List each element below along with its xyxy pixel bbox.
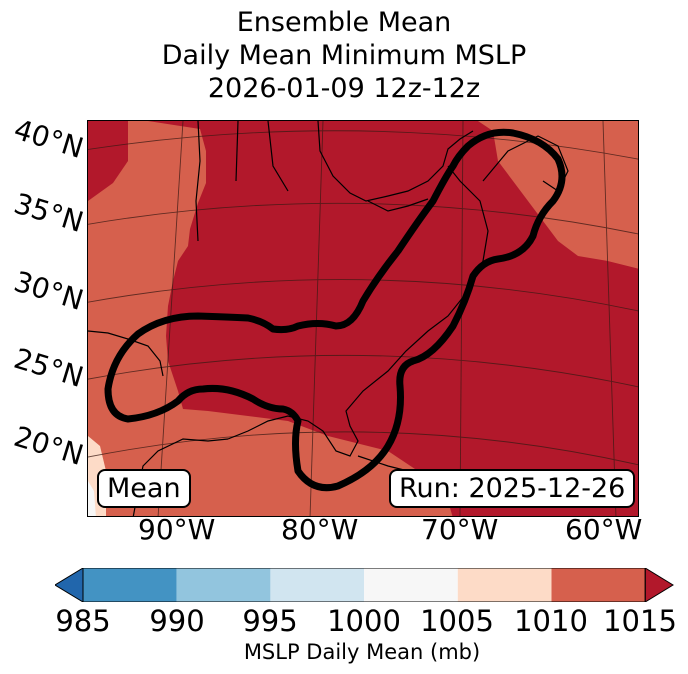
field-995-1000-southwest bbox=[88, 481, 96, 516]
field-1010-1015-northwest bbox=[88, 121, 128, 201]
colorbar-bin-1005-1010 bbox=[457, 568, 552, 602]
colorbar-bin-985-990 bbox=[83, 568, 177, 602]
lat-label-40n: 40°N bbox=[10, 112, 88, 165]
mean-label-box: Mean bbox=[97, 469, 191, 508]
field-1005-1010-northeast bbox=[508, 121, 638, 269]
colorbar bbox=[55, 568, 674, 602]
run-date-box: Run: 2025-12-26 bbox=[389, 469, 636, 508]
lon-label-80w: 80°W bbox=[281, 513, 359, 546]
contour-1010 bbox=[104, 128, 566, 492]
map-panel: Mean Run: 2025-12-26 bbox=[87, 120, 639, 517]
lat-label-20n: 20°N bbox=[10, 419, 88, 472]
colorbar-bin-990-995 bbox=[176, 568, 271, 602]
colorbar-tick-995: 995 bbox=[242, 604, 298, 638]
colorbar-bin-1000-1005 bbox=[364, 568, 458, 602]
colorbar-tick-990: 990 bbox=[149, 604, 205, 638]
lat-label-35n: 35°N bbox=[10, 186, 88, 239]
colorbar-tick-1010: 1010 bbox=[514, 604, 588, 638]
colorbar-bin-1010-1015 bbox=[551, 568, 646, 602]
lat-label-30n: 30°N bbox=[10, 264, 88, 317]
colorbar-tick-1005: 1005 bbox=[420, 604, 494, 638]
colorbar-label: MSLP Daily Mean (mb) bbox=[243, 640, 481, 664]
colorbar-tick-1000: 1000 bbox=[327, 604, 401, 638]
lon-label-60w: 60°W bbox=[565, 513, 643, 546]
colorbar-tick-985: 985 bbox=[55, 604, 111, 638]
lon-label-70w: 70°W bbox=[421, 513, 499, 546]
colorbar-tick-1015: 1015 bbox=[603, 604, 677, 638]
colorbar-extend-high bbox=[644, 568, 674, 602]
title-line-2: Daily Mean Minimum MSLP bbox=[161, 40, 527, 71]
graticule bbox=[88, 121, 638, 516]
colorbar-bin-995-1000 bbox=[270, 568, 365, 602]
title-line-3: 2026-01-09 12z-12z bbox=[207, 73, 481, 104]
chart-title: Ensemble Mean Daily Mean Minimum MSLP 20… bbox=[0, 6, 688, 105]
field-1010-1015-main bbox=[148, 121, 638, 516]
colorbar-extend-low bbox=[55, 568, 84, 602]
colorbar-border bbox=[82, 568, 646, 602]
mslp-map bbox=[88, 121, 638, 516]
title-line-1: Ensemble Mean bbox=[236, 7, 452, 38]
lon-label-90w: 90°W bbox=[138, 513, 216, 546]
lat-label-25n: 25°N bbox=[10, 341, 88, 394]
